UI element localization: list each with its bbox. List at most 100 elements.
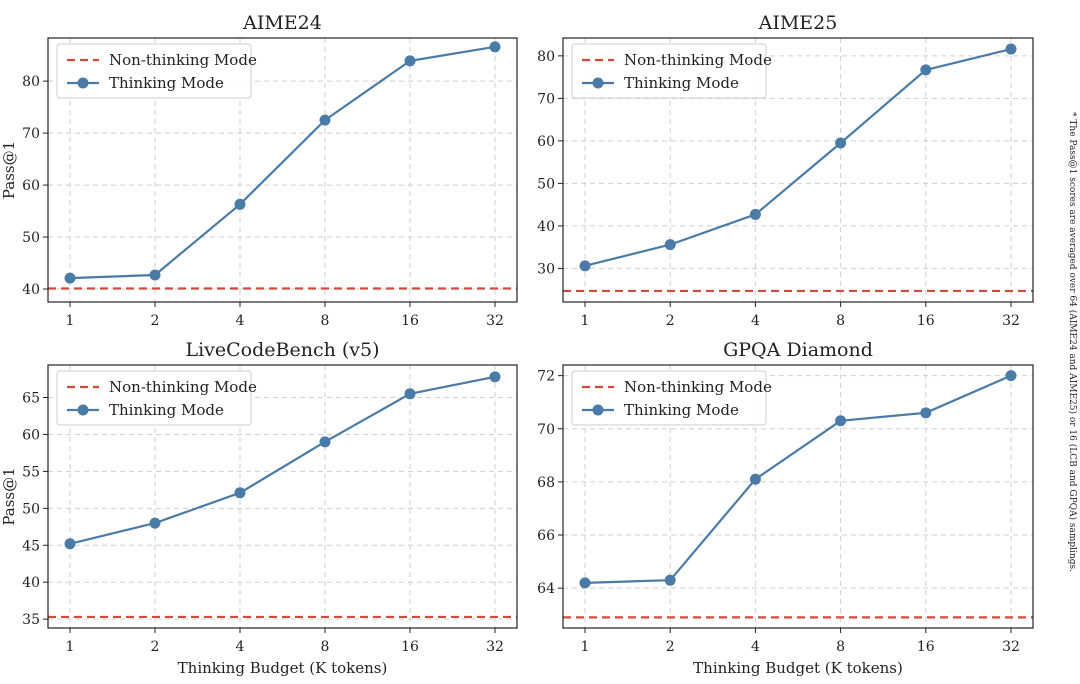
y-tick-label: 55 bbox=[22, 464, 40, 480]
legend-box bbox=[56, 370, 252, 426]
x-tick-label: 32 bbox=[1002, 313, 1020, 329]
chart-2: 1 2 4 8 16 32 30 40 50 60 70 80 AIME25 Non-thinking M… bbox=[537, 12, 1034, 329]
thinking-point bbox=[920, 407, 932, 419]
x-tick-label: 1 bbox=[66, 639, 75, 655]
thinking-line bbox=[584, 374, 1012, 584]
x-axis-label: Thinking Budget (K tokens) bbox=[693, 659, 903, 677]
thinking-point bbox=[234, 487, 246, 499]
legend-label: Non-thinking Mode bbox=[624, 378, 772, 396]
x-tick-label: 8 bbox=[836, 639, 845, 655]
legend-label: Thinking Mode bbox=[109, 401, 224, 419]
axes-frame bbox=[562, 364, 1034, 629]
legend-box bbox=[571, 370, 767, 426]
thinking-point bbox=[319, 114, 331, 126]
x-axis-label: Thinking Budget (K tokens) bbox=[178, 659, 388, 677]
thinking-line bbox=[584, 47, 1012, 267]
thinking-point bbox=[404, 55, 416, 67]
thinking-line bbox=[69, 375, 496, 545]
legend-label: Thinking Mode bbox=[109, 74, 224, 92]
chart-title: LiveCodeBench (v5) bbox=[185, 339, 379, 361]
y-tick-label: 66 bbox=[537, 528, 555, 544]
thinking-point bbox=[1005, 43, 1017, 55]
x-tick-label: 2 bbox=[151, 639, 160, 655]
y-tick-label: 80 bbox=[537, 49, 555, 65]
y-axis-label: Pass@1 bbox=[0, 141, 18, 199]
y-tick-label: 60 bbox=[537, 134, 555, 150]
thinking-point bbox=[234, 198, 246, 210]
thinking-point bbox=[579, 260, 591, 272]
thinking-point bbox=[489, 41, 501, 53]
chart-title: AIME24 bbox=[242, 12, 322, 34]
x-tick-label: 16 bbox=[917, 313, 935, 329]
x-tick-label: 4 bbox=[236, 313, 245, 329]
x-tick-label: 16 bbox=[401, 639, 419, 655]
legend-label: Thinking Mode bbox=[624, 74, 739, 92]
footnote: * The Pass@1 scores are averaged over 64… bbox=[1067, 112, 1078, 572]
x-tick-label: 16 bbox=[401, 313, 419, 329]
thinking-point bbox=[489, 371, 501, 383]
x-tick-label: 2 bbox=[666, 639, 675, 655]
legend-marker-thinking bbox=[592, 77, 604, 89]
y-tick-label: 70 bbox=[22, 126, 40, 142]
chart-title: GPQA Diamond bbox=[723, 339, 873, 361]
x-tick-label: 16 bbox=[917, 639, 935, 655]
legend: Non-thinking Mode Thinking Mode bbox=[571, 43, 772, 99]
thinking-point bbox=[835, 415, 847, 427]
legend: Non-thinking Mode Thinking Mode bbox=[571, 370, 772, 426]
x-tick-label: 8 bbox=[836, 313, 845, 329]
thinking-point bbox=[920, 64, 932, 76]
y-tick-label: 72 bbox=[537, 369, 555, 385]
thinking-point bbox=[149, 517, 161, 529]
thinking-point bbox=[319, 436, 331, 448]
thinking-point bbox=[149, 269, 161, 281]
thinking-point bbox=[64, 272, 76, 284]
y-tick-label: 70 bbox=[537, 91, 555, 107]
y-tick-label: 80 bbox=[22, 74, 40, 90]
legend-marker-thinking bbox=[77, 404, 89, 416]
thinking-point bbox=[64, 538, 76, 550]
chart-4: 1 2 4 8 16 32 64 66 68 70 72 GPQA Diamond Thinking B… bbox=[537, 339, 1034, 677]
x-tick-label: 4 bbox=[236, 639, 245, 655]
x-tick-label: 4 bbox=[751, 313, 760, 329]
y-tick-label: 50 bbox=[537, 176, 555, 192]
y-tick-label: 30 bbox=[537, 261, 555, 277]
legend-label: Non-thinking Mode bbox=[109, 51, 257, 69]
thinking-point bbox=[1005, 370, 1017, 382]
y-tick-label: 50 bbox=[22, 230, 40, 246]
x-tick-label: 1 bbox=[66, 313, 75, 329]
thinking-line bbox=[69, 45, 496, 280]
x-tick-label: 32 bbox=[486, 639, 504, 655]
axes-frame bbox=[47, 364, 518, 629]
x-tick-label: 8 bbox=[321, 313, 330, 329]
x-tick-label: 2 bbox=[151, 313, 160, 329]
thinking-point bbox=[404, 388, 416, 400]
chart-panels: 1 2 4 8 16 32 40 50 60 70 80 AIME24 Pass@1 Non-thinki… bbox=[0, 12, 1034, 677]
thinking-point bbox=[749, 473, 761, 485]
y-tick-label: 70 bbox=[537, 422, 555, 438]
legend-label: Non-thinking Mode bbox=[109, 378, 257, 396]
y-tick-label: 35 bbox=[22, 612, 40, 628]
chart-3: 1 2 4 8 16 32 35 40 45 50 55 60 65 LiveCodeBench (v5)… bbox=[0, 339, 518, 677]
x-tick-label: 32 bbox=[1002, 639, 1020, 655]
x-tick-label: 2 bbox=[666, 313, 675, 329]
y-tick-label: 40 bbox=[22, 575, 40, 591]
thinking-point bbox=[749, 208, 761, 220]
y-tick-label: 40 bbox=[537, 219, 555, 235]
axes-frame bbox=[562, 37, 1034, 303]
y-tick-label: 64 bbox=[537, 581, 555, 597]
legend-label: Thinking Mode bbox=[624, 401, 739, 419]
x-tick-label: 1 bbox=[581, 639, 590, 655]
legend: Non-thinking Mode Thinking Mode bbox=[56, 370, 257, 426]
y-tick-label: 65 bbox=[22, 391, 40, 407]
thinking-point bbox=[579, 577, 591, 589]
chart-title: AIME25 bbox=[758, 12, 838, 34]
x-tick-label: 1 bbox=[581, 313, 590, 329]
legend-label: Non-thinking Mode bbox=[624, 51, 772, 69]
y-tick-label: 40 bbox=[22, 282, 40, 298]
y-tick-label: 68 bbox=[537, 475, 555, 491]
x-tick-label: 4 bbox=[751, 639, 760, 655]
thinking-point bbox=[664, 239, 676, 251]
y-axis-label: Pass@1 bbox=[0, 467, 18, 525]
axes-frame bbox=[47, 37, 518, 303]
